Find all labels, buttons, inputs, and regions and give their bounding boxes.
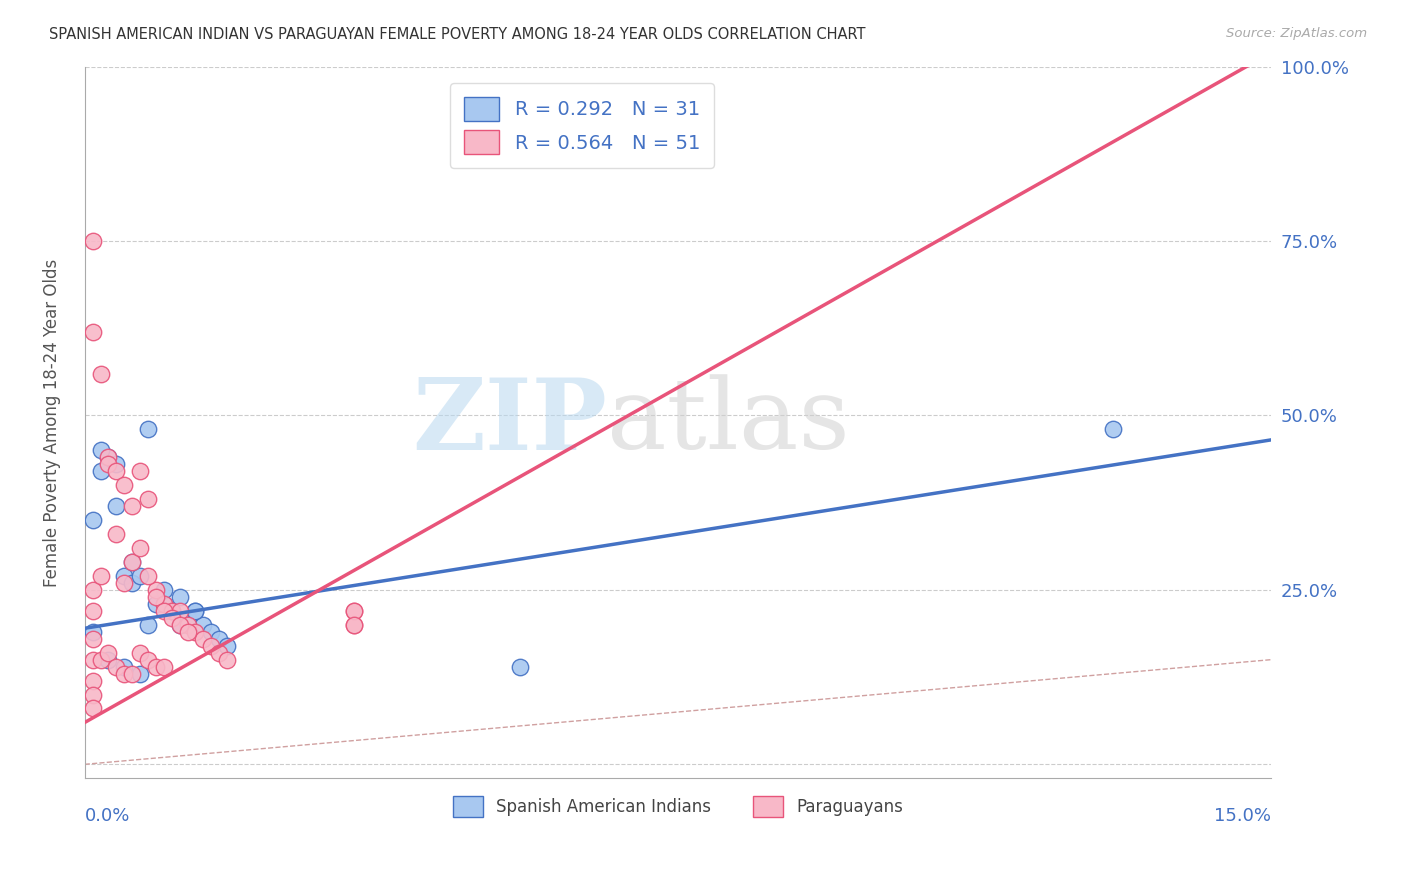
Point — [200, 639, 222, 653]
Point — [82, 325, 104, 339]
Point — [121, 499, 143, 513]
Point — [82, 582, 104, 597]
Point — [105, 464, 128, 478]
Point — [217, 639, 239, 653]
Point — [136, 653, 159, 667]
Point — [145, 659, 167, 673]
Point — [169, 617, 191, 632]
Text: ZIP: ZIP — [412, 374, 607, 471]
Point — [129, 646, 152, 660]
Point — [176, 617, 198, 632]
Point — [97, 450, 120, 465]
Point — [200, 624, 222, 639]
Point — [136, 492, 159, 507]
Point — [193, 617, 215, 632]
Point — [343, 604, 366, 618]
Point — [129, 541, 152, 555]
Point — [82, 604, 104, 618]
Text: SPANISH AMERICAN INDIAN VS PARAGUAYAN FEMALE POVERTY AMONG 18-24 YEAR OLDS CORRE: SPANISH AMERICAN INDIAN VS PARAGUAYAN FE… — [49, 27, 866, 42]
Point — [343, 617, 366, 632]
Point — [153, 659, 176, 673]
Point — [160, 604, 183, 618]
Point — [145, 597, 167, 611]
Point — [105, 499, 128, 513]
Text: atlas: atlas — [607, 375, 849, 470]
Point — [169, 604, 191, 618]
Point — [90, 569, 112, 583]
Point — [112, 575, 135, 590]
Point — [136, 422, 159, 436]
Text: Source: ZipAtlas.com: Source: ZipAtlas.com — [1226, 27, 1367, 40]
Point — [208, 646, 231, 660]
Point — [343, 604, 366, 618]
Point — [169, 590, 191, 604]
Point — [82, 653, 104, 667]
Point — [105, 458, 128, 472]
Point — [145, 582, 167, 597]
Point — [153, 604, 176, 618]
Point — [97, 450, 120, 465]
Point — [105, 527, 128, 541]
Point — [82, 513, 104, 527]
Point — [82, 673, 104, 688]
Point — [112, 569, 135, 583]
Text: 15.0%: 15.0% — [1215, 807, 1271, 825]
Point — [145, 590, 167, 604]
Point — [105, 659, 128, 673]
Point — [509, 659, 531, 673]
Point — [160, 604, 183, 618]
Point — [208, 632, 231, 646]
Point — [97, 646, 120, 660]
Point — [153, 597, 176, 611]
Point — [153, 597, 176, 611]
Point — [193, 632, 215, 646]
Point — [136, 569, 159, 583]
Point — [97, 653, 120, 667]
Legend: Spanish American Indians, Paraguayans: Spanish American Indians, Paraguayans — [446, 789, 910, 823]
Point — [176, 611, 198, 625]
Point — [97, 458, 120, 472]
Point — [82, 688, 104, 702]
Point — [129, 666, 152, 681]
Point — [129, 464, 152, 478]
Point — [121, 555, 143, 569]
Point — [82, 701, 104, 715]
Point — [160, 611, 183, 625]
Point — [121, 575, 143, 590]
Point — [82, 632, 104, 646]
Point — [217, 653, 239, 667]
Point — [121, 555, 143, 569]
Point — [82, 234, 104, 248]
Point — [1102, 422, 1125, 436]
Point — [169, 617, 191, 632]
Point — [82, 624, 104, 639]
Point — [184, 604, 207, 618]
Point — [112, 666, 135, 681]
Point — [90, 653, 112, 667]
Point — [176, 624, 198, 639]
Y-axis label: Female Poverty Among 18-24 Year Olds: Female Poverty Among 18-24 Year Olds — [44, 259, 60, 587]
Point — [136, 617, 159, 632]
Point — [112, 659, 135, 673]
Point — [184, 624, 207, 639]
Point — [129, 569, 152, 583]
Point — [90, 464, 112, 478]
Text: 0.0%: 0.0% — [84, 807, 131, 825]
Point — [112, 478, 135, 492]
Point — [343, 617, 366, 632]
Point — [90, 367, 112, 381]
Point — [90, 443, 112, 458]
Point — [184, 604, 207, 618]
Point — [121, 666, 143, 681]
Point — [153, 582, 176, 597]
